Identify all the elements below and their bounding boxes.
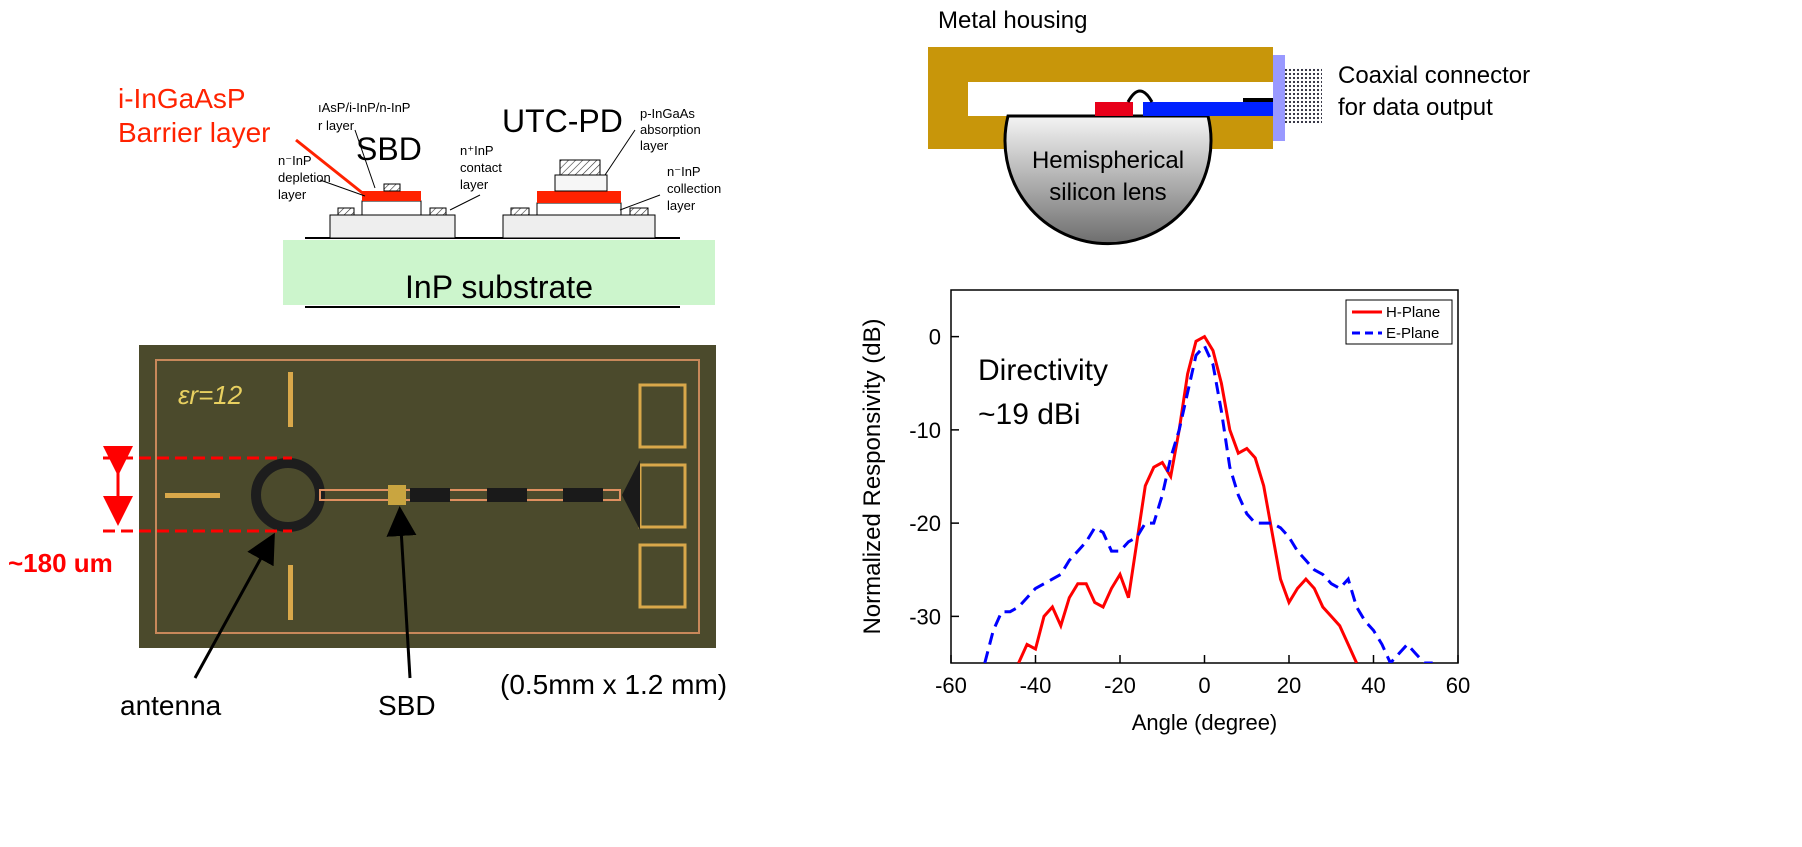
filter xyxy=(487,488,527,502)
sbd-ohmic xyxy=(430,208,446,215)
sbd-label: SBD xyxy=(356,131,422,167)
pin xyxy=(1243,98,1273,102)
sbd-mesa xyxy=(330,215,455,238)
stub xyxy=(288,565,293,620)
plot-frame xyxy=(951,290,1458,663)
legend-label: E-Plane xyxy=(1386,325,1439,342)
filter xyxy=(410,488,450,502)
housing-diagram: Metal housing Coaxial connector for data… xyxy=(928,7,1530,244)
x-axis-label: Angle (degree) xyxy=(1132,710,1278,735)
chip-block xyxy=(1095,102,1133,116)
line-series xyxy=(985,346,1433,663)
utc-label: UTC-PD xyxy=(502,103,623,139)
barrier-label: i-InGaAsP xyxy=(118,83,246,114)
layer-label: n⁻InP xyxy=(278,153,312,168)
utc-mesa xyxy=(503,215,655,238)
y-tick-label: -30 xyxy=(909,604,941,629)
layer-label: depletion xyxy=(278,170,331,185)
barrier-label: Barrier layer xyxy=(118,117,270,148)
sbd-barrier xyxy=(362,191,421,201)
pointer xyxy=(450,195,480,210)
sbd-layer xyxy=(362,201,421,215)
antenna-label: antenna xyxy=(120,690,222,721)
layer-diagram: i-InGaAsP Barrier layer SBD UTC-PD ıAsP/… xyxy=(118,83,721,307)
layer-label: layer xyxy=(460,177,489,192)
x-tick-label: 40 xyxy=(1361,673,1385,698)
x-tick-label: -40 xyxy=(1020,673,1052,698)
layer-label: contact xyxy=(460,160,502,175)
annotation: Directivity xyxy=(978,354,1108,387)
figure: i-InGaAsP Barrier layer SBD UTC-PD ıAsP/… xyxy=(0,0,1802,847)
stub xyxy=(165,493,220,498)
layer-label: ıAsP/i-InP/n-InP xyxy=(318,100,410,115)
y-tick-label: 0 xyxy=(929,325,941,350)
annotation: ~19 dBi xyxy=(978,398,1081,431)
sbd-ohmic xyxy=(338,208,354,215)
y-axis-label: Normalized Responsivity (dB) xyxy=(859,318,886,634)
lens-label: silicon lens xyxy=(1049,179,1166,206)
layer-label: layer xyxy=(640,138,669,153)
x-tick-label: 60 xyxy=(1446,673,1470,698)
y-tick-label: -20 xyxy=(909,511,941,536)
housing-label: Metal housing xyxy=(938,7,1087,34)
y-tick-label: -10 xyxy=(909,418,941,443)
utc-collection xyxy=(537,203,621,215)
lens-label: Hemispherical xyxy=(1032,147,1184,174)
board xyxy=(1143,102,1273,116)
layer-label: r layer xyxy=(318,118,355,133)
layer-label: layer xyxy=(278,187,307,202)
utc-contact xyxy=(560,160,600,175)
chart: -30 -20 -10 0 -60 -40 -20 0 20 40 60 Angle (degree)… xyxy=(859,290,1470,735)
permittivity: εr=12 xyxy=(178,380,243,410)
sbd-device xyxy=(388,485,406,505)
size-label: ~180 um xyxy=(8,548,113,578)
utc-barrier xyxy=(537,191,621,203)
connector-flange xyxy=(1273,55,1285,141)
substrate-label: InP substrate xyxy=(405,269,593,305)
sbd-photo-label: SBD xyxy=(378,690,436,721)
layer-label: absorption xyxy=(640,122,701,137)
x-tick-label: -60 xyxy=(935,673,967,698)
layer-label: n⁻InP xyxy=(667,164,701,179)
legend-label: H-Plane xyxy=(1386,304,1440,321)
x-tick-label: 20 xyxy=(1277,673,1301,698)
sbd-contact xyxy=(384,184,400,191)
connector xyxy=(1285,68,1322,123)
chip-photo: εr=12 ~180 um antenna SBD (0.5mm x 1.2 m… xyxy=(8,345,727,721)
dimensions: (0.5mm x 1.2 mm) xyxy=(500,669,727,700)
connector-label: for data output xyxy=(1338,94,1493,121)
connector-label: Coaxial connector xyxy=(1338,62,1530,89)
layer-label: p-InGaAs xyxy=(640,106,695,121)
filter xyxy=(563,488,603,502)
layer-label: n⁺InP xyxy=(460,143,494,158)
utc-absorption xyxy=(555,175,607,191)
x-tick-label: 0 xyxy=(1198,673,1210,698)
layer-label: collection xyxy=(667,181,721,196)
utc-ohmic xyxy=(511,208,529,215)
x-tick-label: -20 xyxy=(1104,673,1136,698)
utc-ohmic xyxy=(630,208,648,215)
stub xyxy=(288,372,293,427)
layer-label: layer xyxy=(667,198,696,213)
